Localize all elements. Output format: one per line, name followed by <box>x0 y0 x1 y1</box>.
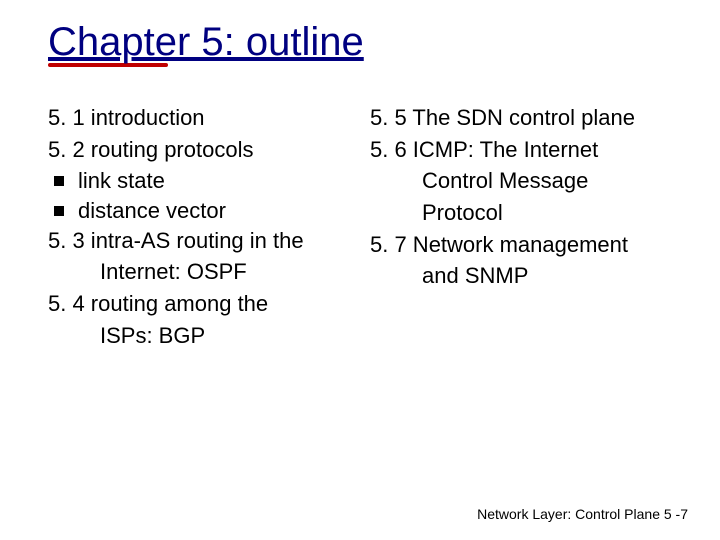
outline-item-5-7-line1: 5. 7 Network management <box>370 230 672 260</box>
outline-subitem-label: distance vector <box>78 196 226 226</box>
square-bullet-icon <box>54 176 64 186</box>
outline-item-5-5: 5. 5 The SDN control plane <box>370 103 672 133</box>
outline-subitem-label: link state <box>78 166 165 196</box>
outline-subitem-link-state: link state <box>48 166 350 196</box>
left-column: 5. 1 introduction 5. 2 routing protocols… <box>48 103 350 353</box>
outline-item-5-4-line1: 5. 4 routing among the <box>48 289 350 319</box>
outline-item-5-3-line1: 5. 3 intra-AS routing in the <box>48 226 350 256</box>
slide-title: Chapter 5: outline <box>48 20 364 65</box>
content-columns: 5. 1 introduction 5. 2 routing protocols… <box>48 103 672 353</box>
square-bullet-icon <box>54 206 64 216</box>
slide-footer: Network Layer: Control Plane 5 -7 <box>477 506 688 522</box>
outline-subitem-distance-vector: distance vector <box>48 196 350 226</box>
outline-item-5-1: 5. 1 introduction <box>48 103 350 133</box>
outline-item-5-6-line3: Protocol <box>370 198 672 228</box>
slide: Chapter 5: outline 5. 1 introduction 5. … <box>0 0 720 540</box>
outline-item-5-7-line2: and SNMP <box>370 261 672 291</box>
outline-item-5-4-line2: ISPs: BGP <box>48 321 350 351</box>
outline-item-5-3-line2: Internet: OSPF <box>48 257 350 287</box>
outline-item-5-6-line1: 5. 6 ICMP: The Internet <box>370 135 672 165</box>
outline-item-5-6-line2: Control Message <box>370 166 672 196</box>
right-column: 5. 5 The SDN control plane 5. 6 ICMP: Th… <box>370 103 672 353</box>
outline-item-5-2: 5. 2 routing protocols <box>48 135 350 165</box>
